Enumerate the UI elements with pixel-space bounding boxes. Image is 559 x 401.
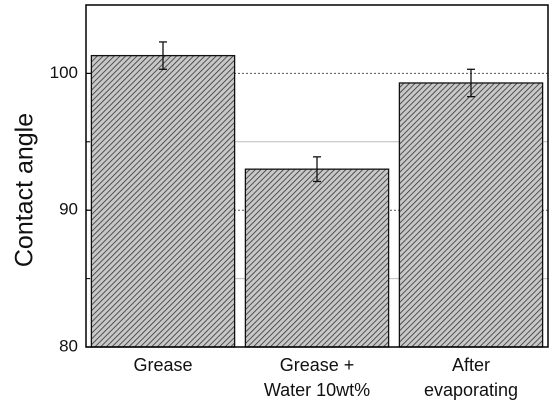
y-tick-label: 80 [59, 336, 78, 355]
y-tick-label: 90 [59, 200, 78, 219]
x-tick-label: evaporating [424, 380, 518, 400]
x-tick-label: After [452, 355, 490, 375]
y-tick-label: 100 [50, 63, 78, 82]
bar [90, 54, 236, 348]
bar [398, 82, 544, 348]
bar [244, 168, 390, 348]
x-tick-label: Water 10wt% [264, 380, 370, 400]
plot-frame [85, 4, 549, 348]
y-axis-title: Contact angle [11, 113, 39, 267]
x-tick-label: Grease + [280, 355, 355, 375]
x-tick-label: Grease [133, 355, 192, 375]
